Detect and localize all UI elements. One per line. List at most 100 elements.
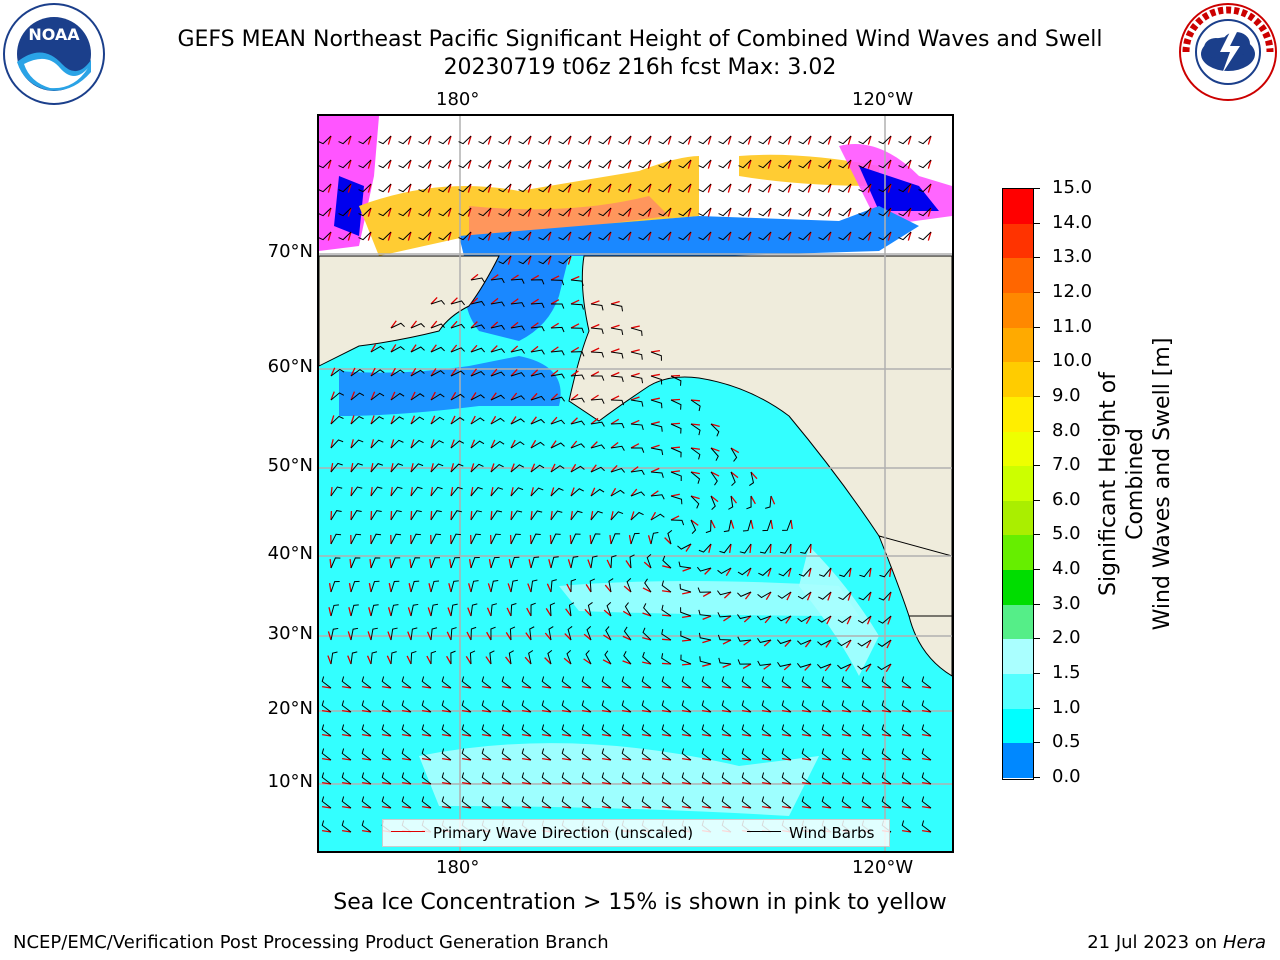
wind-barb	[410, 486, 423, 497]
wind-barb	[450, 440, 465, 449]
wave-direction-arrow	[690, 495, 700, 500]
wind-barb	[717, 567, 732, 575]
wave-direction-arrow	[570, 346, 580, 353]
wave-direction-arrow	[446, 655, 452, 665]
wave-direction-arrow	[470, 321, 478, 329]
wave-direction-arrow	[690, 423, 701, 426]
wave-direction-arrow	[322, 686, 332, 689]
wind-barb	[661, 748, 672, 761]
wave-direction-arrow	[625, 560, 632, 569]
wind-barb	[717, 634, 732, 641]
wind-barb	[361, 748, 372, 761]
wave-direction-arrow	[449, 558, 452, 569]
bottom-tick-120w: 120°W	[852, 857, 914, 878]
wave-direction-arrow	[506, 607, 512, 617]
wave-direction-arrow	[730, 471, 739, 479]
wave-direction-arrow	[527, 231, 532, 241]
wind-barb	[530, 326, 545, 332]
wave-direction-arrow	[547, 135, 552, 145]
wind-barb	[598, 135, 612, 145]
wind-barb	[461, 676, 472, 689]
wind-barb	[650, 447, 664, 456]
colorbar-tick	[1034, 638, 1040, 640]
wind-barb	[738, 207, 752, 217]
wind-barb	[761, 700, 772, 713]
wind-barb	[801, 724, 812, 737]
wind-barb	[370, 463, 384, 473]
wave-direction-arrow	[587, 135, 592, 145]
wind-barb	[570, 303, 584, 310]
wind-barb	[570, 374, 585, 380]
wind-barb	[718, 183, 732, 193]
wave-direction-arrow	[467, 231, 472, 241]
wind-barb	[756, 615, 772, 621]
wind-barb	[698, 231, 712, 241]
wave-direction-arrow	[630, 466, 639, 473]
wave-direction-arrow	[650, 373, 660, 377]
wind-barb	[681, 748, 692, 761]
wave-direction-arrow	[630, 396, 640, 401]
wave-direction-arrow	[362, 830, 372, 833]
wind-barb	[861, 676, 872, 689]
wave-direction-arrow	[662, 782, 672, 785]
wave-direction-arrow	[550, 463, 556, 473]
wave-direction-arrow	[690, 471, 700, 475]
wave-direction-arrow	[805, 615, 812, 625]
wave-direction-arrow	[582, 758, 592, 761]
wind-barb	[643, 603, 652, 617]
wave-direction-arrow	[743, 639, 752, 646]
wave-direction-arrow	[902, 782, 912, 785]
wind-barb	[758, 183, 772, 193]
wave-direction-arrow	[409, 558, 412, 569]
wind-barb	[761, 796, 772, 809]
wind-barb	[698, 159, 712, 169]
wave-direction-arrow	[722, 639, 732, 645]
wind-barb	[370, 416, 384, 425]
wave-direction-arrow	[342, 758, 352, 761]
wind-barb	[590, 421, 605, 427]
wind-barb	[761, 676, 772, 689]
wind-barb	[321, 676, 332, 689]
wave-direction-arrow	[822, 758, 832, 761]
wave-direction-arrow	[642, 734, 652, 737]
colorbar-tick-label: 1.5	[1052, 662, 1081, 684]
wave-direction-arrow	[422, 710, 432, 713]
wave-direction-arrow	[642, 686, 652, 689]
wave-direction-arrow	[727, 159, 732, 169]
wave-direction-arrow	[882, 734, 892, 737]
wave-direction-arrow	[727, 231, 732, 241]
wave-direction-arrow	[410, 463, 414, 473]
wind-barb	[561, 772, 572, 785]
wind-barb	[721, 748, 732, 761]
wind-barb	[550, 556, 559, 569]
wind-barb	[701, 772, 712, 785]
wind-barb	[530, 349, 545, 355]
wave-direction-arrow	[422, 686, 432, 689]
wave-direction-arrow	[746, 567, 752, 577]
wind-barb	[667, 529, 673, 545]
wave-direction-arrow	[427, 135, 432, 145]
wind-barb	[877, 663, 892, 671]
wind-barb	[470, 324, 486, 330]
wave-direction-arrow	[622, 806, 632, 809]
wave-direction-arrow	[922, 686, 932, 689]
wind-barb	[581, 676, 592, 689]
wave-direction-arrow	[802, 782, 812, 785]
wave-direction-arrow	[710, 447, 720, 452]
wind-barb	[630, 423, 644, 430]
sea-ice-fringe	[859, 166, 939, 211]
wave-direction-arrow	[907, 135, 912, 145]
colorbar-title-line1: Significant Height of Combined	[1096, 371, 1148, 597]
wind-barb	[918, 159, 932, 169]
wave-direction-arrow	[450, 439, 455, 449]
wave-direction-arrow	[362, 710, 372, 713]
wind-barb	[470, 510, 482, 521]
wave-direction-arrow	[902, 710, 912, 713]
wave-direction-arrow	[782, 806, 792, 809]
wind-barb	[450, 347, 465, 353]
wave-direction-arrow	[922, 782, 932, 785]
wave-direction-arrow	[430, 344, 437, 353]
wave-direction-arrow	[450, 320, 458, 329]
wind-barb	[646, 553, 652, 569]
wind-barb	[741, 748, 752, 761]
